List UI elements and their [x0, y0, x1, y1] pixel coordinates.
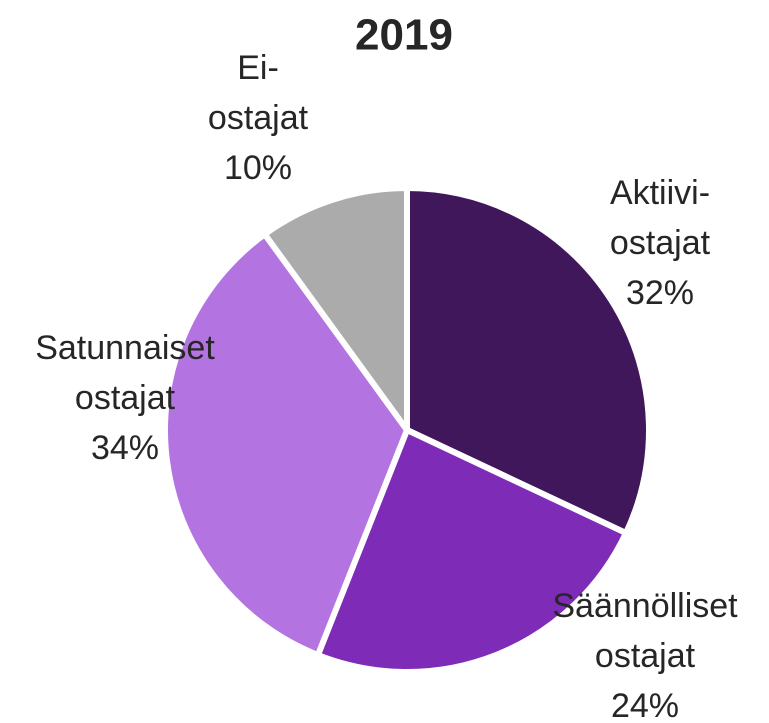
- category-label: Säännölliset: [552, 587, 738, 625]
- category-label: ostajat: [595, 637, 696, 675]
- pie-slice: [261, 185, 410, 433]
- value-label: 32%: [626, 274, 694, 312]
- slice-label: Säännölliset ostajat 24%: [552, 587, 738, 723]
- slice-label: Ei-ostajat 10%: [208, 49, 309, 187]
- pie-slice: [404, 185, 652, 537]
- category-label: ostajat: [610, 224, 711, 262]
- category-label: ostajat: [208, 99, 309, 137]
- value-label: 34%: [91, 429, 159, 467]
- category-label: Satunnaiset: [35, 329, 215, 367]
- category-label: Aktiivi-: [610, 174, 710, 212]
- chart-title: 2019: [355, 11, 453, 60]
- pie-slice: [314, 427, 629, 675]
- pie-slice: [162, 231, 410, 659]
- slice-label: Aktiivi-ostajat 32%: [610, 174, 711, 312]
- category-label: ostajat: [75, 379, 176, 417]
- value-label: 10%: [224, 149, 292, 187]
- category-label: Ei-: [237, 49, 279, 87]
- slice-label: Satunnaiset ostajat 34%: [35, 329, 215, 467]
- value-label: 24%: [611, 687, 679, 723]
